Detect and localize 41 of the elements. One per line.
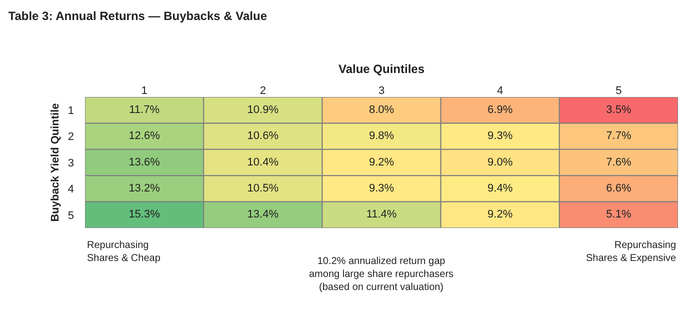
data-label: 7.7% <box>606 130 632 142</box>
data-label: 15.3% <box>128 208 160 221</box>
y-tick-label: 3 <box>68 157 74 170</box>
x-tick-label: 3 <box>378 84 385 97</box>
data-label: 13.4% <box>247 208 279 221</box>
x-tick-label: 1 <box>141 84 148 97</box>
data-label: 10.5% <box>247 182 279 194</box>
data-label: 6.6% <box>606 182 632 194</box>
y-tick-label: 5 <box>68 210 74 222</box>
y-axis-title: Buyback Yield Quintile <box>50 103 62 222</box>
y-tick-label: 1 <box>68 104 74 117</box>
data-label: 12.6% <box>128 130 160 142</box>
data-label: 13.6% <box>128 156 160 168</box>
x-tick-label: 5 <box>616 84 622 97</box>
y-tick-label: 4 <box>68 184 74 196</box>
data-label: 11.7% <box>129 104 160 116</box>
x-tick-label: 4 <box>497 84 504 97</box>
x-axis-title: Value Quintiles <box>338 62 425 76</box>
data-label: 3.5% <box>606 104 632 116</box>
data-label: 6.9% <box>488 104 513 116</box>
data-label: 10.9% <box>247 104 279 116</box>
data-label: 8.0% <box>368 104 394 116</box>
data-label: 13.2% <box>128 182 160 194</box>
data-label: 9.2% <box>368 156 394 168</box>
data-label: 10.6% <box>247 130 279 142</box>
data-label: 9.2% <box>488 208 513 221</box>
data-label: 7.6% <box>606 156 632 168</box>
x-tick-label: 2 <box>260 84 266 97</box>
data-label: 9.8% <box>368 130 394 142</box>
data-label: 9.3% <box>488 130 513 142</box>
chart-title: Table 3: Annual Returns — Buybacks & Value <box>8 9 268 24</box>
text: 10.2% annualized return gap among large share repurchasers (based on current valuation) <box>309 256 454 293</box>
text: Repurchasing Shares & Expensive <box>586 240 676 264</box>
data-label: 5.1% <box>606 208 632 221</box>
data-label: 9.4% <box>488 182 513 194</box>
y-tick-label: 2 <box>68 131 74 144</box>
data-label: 9.3% <box>368 182 394 194</box>
data-label: 9.0% <box>488 156 513 168</box>
data-label: 11.4% <box>366 208 397 221</box>
data-label: 10.4% <box>247 156 279 168</box>
text: Repurchasing Shares & Cheap <box>87 240 161 264</box>
